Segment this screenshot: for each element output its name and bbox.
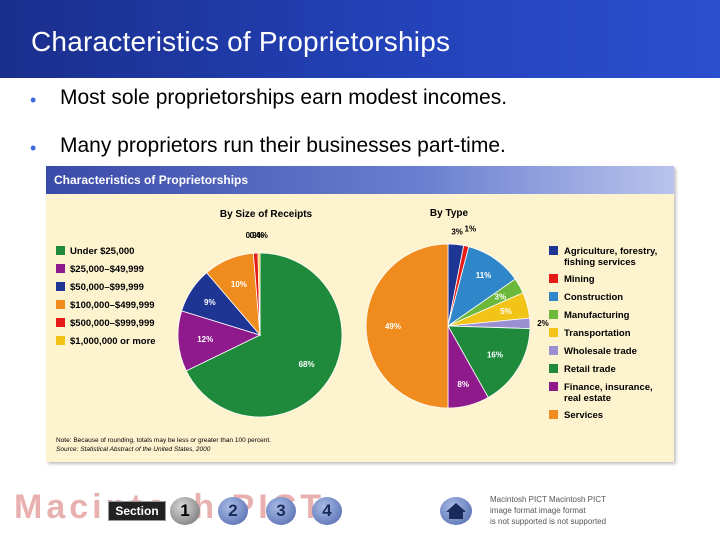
footer-bar: Macintosh PICT Section 1 2 3 4 Macintosh… [0, 486, 720, 540]
home-icon [446, 503, 466, 519]
bullet-item: • Many proprietors run their businesses … [30, 132, 710, 180]
title-bar: Characteristics of Proprietorships [0, 0, 720, 78]
legend-label: Transportation [564, 328, 631, 339]
slice-label: 1% [465, 225, 477, 234]
slice-label: 5% [500, 307, 512, 316]
legend-swatch [549, 382, 558, 391]
chart-title-receipts: By Size of Receipts [220, 209, 313, 220]
slice-label: 3% [451, 227, 463, 236]
pie-slice [447, 325, 531, 398]
legend-label: Manufacturing [564, 310, 630, 321]
bullet-list: • Most sole proprietorships earn modest … [30, 84, 710, 180]
pie-slice [177, 310, 262, 372]
pie-charts: By Size of Receipts By Type 68% 12% 9% 10% 0… [56, 208, 657, 453]
legend-receipts: Under $25,000 $25,000–$49,999 $50,000–$99,… [56, 246, 156, 347]
figure-title: Characteristics of Proprietorships [54, 173, 249, 187]
legend-label: Retail trade [564, 364, 616, 375]
legend-label: Wholesale trade [564, 346, 637, 357]
legend-swatch [56, 282, 65, 291]
legend-swatch [549, 310, 558, 319]
bullet-dot-icon: • [30, 90, 37, 110]
slice-label: 11% [476, 271, 492, 280]
legend-swatch [56, 246, 65, 255]
legend-swatch [549, 292, 558, 301]
slice-label: 0.4% [250, 231, 268, 240]
legend-swatch [549, 274, 558, 283]
section-label: Section [108, 501, 166, 521]
legend-label: Services [564, 410, 603, 421]
slice-label: 3% [495, 293, 507, 302]
legend-label: $1,000,000 or more [70, 336, 156, 347]
pie-slice [185, 252, 343, 418]
slice-label: 12% [197, 335, 213, 344]
slice-label: 16% [487, 351, 503, 360]
figure-source: Source: Statistical Abstract of the Unit… [56, 446, 211, 453]
figure-note: Note: Because of rounding, totals may be… [56, 437, 271, 444]
chart-figure: Characteristics of Proprietorships By Si… [46, 166, 674, 462]
legend-swatch [549, 346, 558, 355]
bullet-text: Many proprietors run their businesses pa… [60, 134, 506, 157]
legend-label: $25,000–$49,999 [70, 264, 144, 275]
slice-label: 68% [299, 360, 315, 369]
slide-title: Characteristics of Proprietorships [31, 26, 451, 57]
pict-placeholder: Macintosh PICT Macintosh PICT image form… [490, 495, 607, 526]
legend-swatch [56, 264, 65, 273]
legend-swatch [549, 328, 558, 337]
slice-label: 9% [204, 298, 216, 307]
bullet-item: • Most sole proprietorships earn modest … [30, 84, 710, 132]
legend-label: $100,000–$499,999 [70, 300, 155, 311]
slice-label: 10% [231, 280, 247, 289]
legend-label: Finance, insurance, real estate [564, 382, 653, 404]
legend-label: Mining [564, 274, 595, 285]
section-3-button[interactable]: 3 [266, 497, 296, 525]
legend-label: Under $25,000 [70, 246, 134, 257]
bullet-dot-icon: • [30, 138, 37, 158]
pie-slice [365, 243, 449, 409]
section-2-button[interactable]: 2 [218, 497, 248, 525]
legend-type: Agriculture, forestry, fishing services Mi… [549, 246, 657, 421]
legend-label: Construction [564, 292, 623, 303]
figure-title-bar: Characteristics of Proprietorships [46, 166, 674, 194]
legend-swatch [56, 300, 65, 309]
legend-label: $500,000–$999,999 [70, 318, 155, 329]
pie-type: 3% 1%11%3%5%2%16%8%49% [365, 225, 549, 409]
slice-label: 8% [457, 380, 469, 389]
legend-swatch [549, 364, 558, 373]
legend-swatch [56, 318, 65, 327]
home-button[interactable] [440, 497, 472, 525]
legend-label: $50,000–$99,999 [70, 282, 144, 293]
section-1-button[interactable]: 1 [170, 497, 200, 525]
legend-label: Agriculture, forestry, fishing services [564, 246, 657, 268]
pie-slice [257, 252, 261, 336]
slice-label: 49% [385, 322, 401, 331]
chart-title-type: By Type [430, 208, 469, 219]
slice-label: 2% [537, 319, 549, 328]
legend-swatch [56, 336, 65, 345]
legend-swatch [549, 246, 558, 255]
bullet-text: Most sole proprietorships earn modest in… [60, 86, 508, 109]
legend-swatch [549, 410, 558, 419]
slice-label: 0.9% [246, 231, 264, 240]
section-4-button[interactable]: 4 [312, 497, 342, 525]
pie-receipts: 68% 12% 9% 10% 0.9%0.4% [177, 231, 343, 418]
